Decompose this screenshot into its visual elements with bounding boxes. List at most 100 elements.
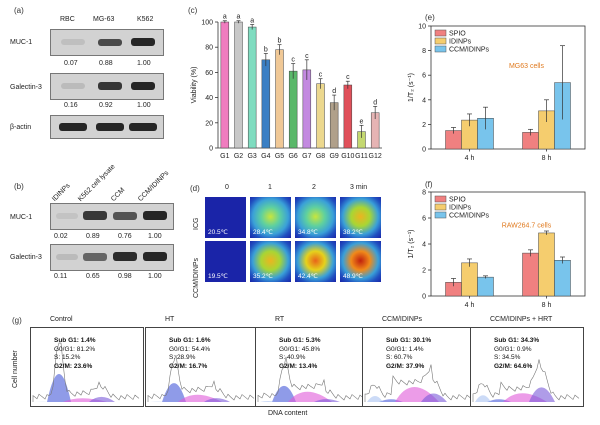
c-bar (316, 83, 325, 149)
panel-d-time-0: 0 (225, 184, 229, 191)
c-letter: b (278, 38, 282, 45)
cell-cycle-stats: Sub G1: 34.3% G0/G1: 0.9% S: 34.5% G2/M: 64… (494, 337, 539, 371)
f-legend-label: CCM/IDINPs (449, 213, 490, 220)
thermal-image: 19.5℃ (205, 241, 246, 282)
f-legend-swatch (434, 211, 447, 219)
c-letter: c (305, 53, 309, 60)
g2m-peak (529, 387, 555, 402)
band-a-actin-1 (96, 123, 124, 131)
c-bar (275, 49, 284, 149)
mg63-t2-chart: 0 2 4 6 8 10 1/T₂ (s⁻¹) 4 h 8 h SPIOIDINPsCCM/IDI… (408, 24, 586, 162)
thermal-temp-label: 28.4℃ (253, 229, 273, 236)
blot-a-muc1 (50, 29, 164, 56)
c-letter: a (250, 18, 254, 25)
e-legend-swatch (434, 45, 447, 53)
e-legend-label: CCM/IDINPs (449, 47, 490, 54)
cell-cycle-stats: Sub G1: 5.3% G0/G1: 45.8% S: 40.9% G2/M: 13… (279, 337, 321, 371)
cell-cycle-title: Control (50, 316, 73, 323)
panel-d-row-ccm: CCM/IDINPs (193, 257, 200, 298)
band-a-muc1-2 (131, 38, 155, 46)
band-b-muc1-0 (56, 213, 78, 219)
thermal-temp-label: 42.4℃ (298, 273, 318, 280)
panel-b-col-idinps: IDINPs (51, 182, 72, 203)
g0g1-peak (272, 385, 296, 402)
c-bar (288, 70, 298, 149)
e-legend-swatch (434, 29, 447, 37)
f-ytick-label: 0 (422, 294, 426, 301)
panel-b-row-muc1: MUC-1 (10, 214, 33, 221)
thermal-temp-label: 20.5℃ (208, 229, 228, 236)
panel-d-tag: (d) (190, 184, 200, 193)
band-a-gal-1 (98, 82, 122, 90)
e-frame (430, 25, 586, 150)
thermal-image: 34.8℃ (295, 197, 336, 238)
stat-g0g1: G0/G1: 81.2% (54, 345, 96, 353)
c-xtick-label: G4 (261, 153, 270, 160)
g0g1-peak (162, 383, 186, 402)
stat-subg1: Sub G1: 5.3% (279, 337, 321, 344)
panel-c-tag: (c) (188, 6, 198, 15)
cell-cycle-stats: Sub G1: 1.4% G0/G1: 81.2% S: 15.2% G2/M: 23… (54, 337, 96, 371)
blot-b-galectin (50, 244, 174, 271)
c-bar (220, 21, 230, 149)
stat-g2m: G2/M: 37.9% (386, 362, 425, 370)
stat-subg1: Sub G1: 1.6% (169, 337, 211, 344)
subg1-region (260, 401, 276, 402)
panel-a-row-galectin: Galectin-3 (10, 84, 42, 91)
e-legend-label: SPIO (449, 31, 466, 38)
f-bar-ccm-idinps (554, 260, 571, 297)
f-bar-ccm-idinps (477, 276, 494, 297)
band-a-actin-2 (129, 123, 157, 131)
band-a-muc1-1 (98, 39, 122, 46)
band-a-gal-0 (61, 83, 85, 89)
c-letter: c (346, 74, 350, 81)
c-bar (302, 69, 312, 149)
cell-cycle-histogram (362, 327, 476, 407)
histogram-outline (364, 364, 472, 402)
panel-a-col-mg63: MG-63 (93, 16, 115, 23)
panel-a-row-actin: β-actin (10, 124, 32, 131)
thermal-temp-label: 48.9℃ (343, 273, 363, 280)
e-ytick-label: 10 (418, 24, 426, 31)
panel-a-col-rbc: RBC (60, 16, 75, 23)
f-legend-label: IDINPs (449, 205, 472, 212)
panel-b-col-ccm: CCM (110, 186, 127, 203)
c-letter: b (264, 47, 268, 54)
f-ytick-label: 6 (422, 216, 426, 223)
c-xtick-label: G8 (316, 153, 325, 160)
thermal-temp-label: 34.8℃ (298, 229, 318, 236)
stat-subg1: Sub G1: 34.3% (494, 337, 540, 344)
panel-b-muc1-val-2: 0.76 (118, 233, 132, 240)
band-b-muc1-2 (113, 212, 137, 220)
band-a-gal-2 (131, 82, 155, 90)
stat-g0g1: G0/G1: 45.8% (279, 345, 321, 353)
stat-g0g1: G0/G1: 54.4% (169, 345, 211, 353)
stat-s: S: 28.9% (169, 354, 196, 362)
c-ytick-label: 100 (201, 20, 213, 27)
c-letter: c (291, 57, 295, 64)
thermal-image: 28.4℃ (250, 197, 291, 238)
c-xtick-label: G7 (302, 153, 311, 160)
viability-chart: 0 20 40 60 80 100 Viability (%) a G1 a G2 a G3 b G4 b G5… (191, 14, 382, 160)
stat-g2m: G2/M: 13.4% (279, 362, 318, 370)
panel-b-col-ccm-idinps: CCM/IDINPs (137, 169, 171, 203)
band-b-muc1-3 (143, 211, 167, 220)
blot-a-actin (50, 115, 164, 139)
e-ytick-label: 4 (422, 97, 426, 104)
band-a-actin-0 (59, 123, 87, 131)
stat-s: S: 40.9% (279, 354, 306, 362)
panel-a-row-muc1: MUC-1 (10, 39, 33, 46)
e-legend-swatch (434, 37, 447, 45)
panel-b-muc1-val-1: 0.89 (86, 233, 100, 240)
panel-b-tag: (b) (14, 182, 24, 191)
blot-b-muc1 (50, 203, 174, 230)
stat-g0g1: G0/G1: 1.4% (386, 345, 424, 353)
f-ytick-label: 2 (422, 268, 426, 275)
e-xtick-label: 8 h (542, 155, 552, 162)
f-ylabel: 1/T₂ (s⁻¹) (408, 230, 415, 259)
panel-a-muc1-val-1: 0.88 (99, 60, 113, 67)
stat-s: S: 15.2% (54, 354, 81, 362)
band-b-gal-2 (113, 252, 137, 261)
s-phase-region (288, 391, 332, 402)
thermal-temp-label: 38.2℃ (343, 229, 363, 236)
